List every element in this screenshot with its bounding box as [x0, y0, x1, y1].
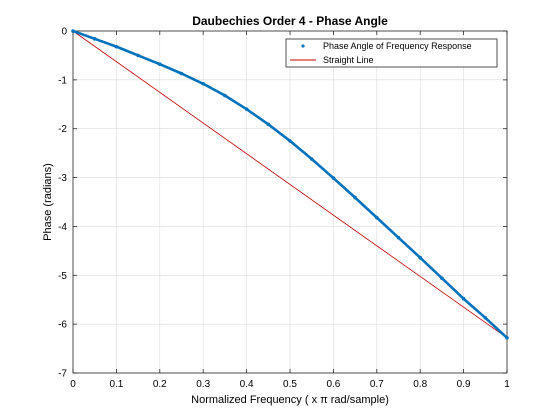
phase-angle-point	[136, 53, 140, 58]
y-tick-label: -4	[58, 222, 67, 233]
x-axis-label: Normalized Frequency ( x π rad/sample)	[191, 394, 389, 406]
y-tick-label: -5	[58, 271, 67, 282]
x-tick-label: 0.1	[109, 379, 123, 390]
x-tick-label: 0.7	[370, 379, 384, 390]
chart-title: Daubechies Order 4 - Phase Angle	[192, 14, 388, 28]
y-tick-label: -3	[58, 173, 67, 184]
phase-angle-point	[483, 315, 488, 320]
phase-angle-point	[244, 107, 249, 111]
legend: Phase Angle of Frequency Response Straig…	[285, 38, 498, 68]
phase-angle-point	[266, 122, 271, 127]
x-tick-label: 0.3	[196, 379, 210, 390]
x-tick-label: 0.6	[326, 379, 340, 390]
phase-angle-point	[158, 62, 162, 67]
phase-angle-point	[418, 255, 423, 260]
phase-angle-point	[288, 139, 292, 143]
legend-label-phase: Phase Angle of Frequency Response	[323, 41, 472, 51]
y-tick-label: -2	[58, 124, 67, 135]
phase-angle-point	[375, 215, 379, 220]
phase-angle-point	[223, 93, 227, 98]
y-tick-label: 0	[61, 27, 67, 38]
x-tick-label: 0.5	[283, 379, 297, 390]
x-tick-label: 0.2	[153, 379, 167, 390]
legend-label-straight-line: Straight Line	[323, 55, 374, 65]
y-tick-label: -7	[58, 369, 67, 380]
phase-angle-point	[461, 296, 466, 301]
x-tick-label: 0.8	[413, 379, 427, 390]
phase-angle-point	[331, 176, 336, 180]
y-tick-label: -1	[58, 75, 67, 86]
series-layer	[71, 29, 509, 340]
phase-angle-point	[505, 336, 509, 340]
phase-angle-point	[440, 276, 444, 281]
x-tick-label: 0	[70, 379, 76, 390]
x-tick-label: 0.4	[240, 379, 254, 390]
x-tick-label: 1	[504, 379, 510, 390]
x-tick-label: 0.9	[457, 379, 471, 390]
axis-ticks: 0 0.1 0.2 0.3 0.4 0.5 0.6 0.7 0.8 0.9 1 0 -1 -2 -3 -4 -5…	[58, 27, 510, 391]
y-tick-label: -6	[58, 320, 67, 331]
phase-angle-point	[71, 29, 75, 33]
phase-angle-point	[353, 195, 357, 200]
phase-angle-point	[114, 44, 119, 49]
legend-marker-phase	[301, 44, 305, 48]
phase-angle-point	[92, 37, 97, 41]
legend-box	[285, 38, 498, 68]
y-axis-label: Phase (radians)	[42, 163, 54, 241]
straight-line-series	[72, 30, 508, 339]
phase-angle-point	[179, 71, 184, 76]
phase-angle-point	[396, 235, 401, 240]
phase-angle-point	[201, 81, 205, 86]
phase-angle-point	[309, 157, 314, 161]
